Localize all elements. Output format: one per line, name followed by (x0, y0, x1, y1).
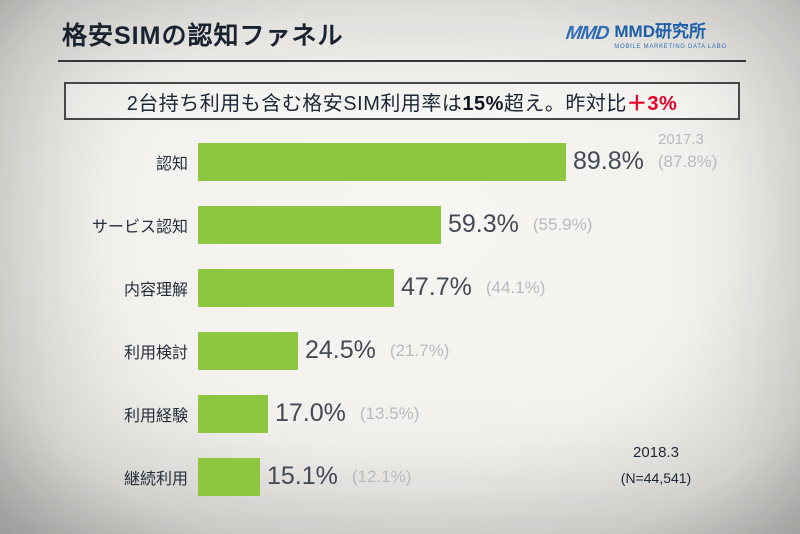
mmd-logo-text: MMD研究所 MOBILE MARKETING DATA LABO (614, 22, 726, 50)
funnel-row: 内容理解 47.7% (44.1%) (65, 256, 765, 319)
mmd-logo-name: MMD研究所 (614, 22, 706, 41)
bar-value: 24.5% (305, 336, 376, 364)
headline-part2: 超え。昨対比 (503, 92, 627, 115)
bar (198, 331, 298, 370)
bar-prev-value: (21.7%) (389, 340, 450, 360)
headline-accent: ＋3% (626, 92, 678, 115)
bar (198, 142, 566, 181)
funnel-row: 継続利用 15.1% (12.1%) (65, 445, 765, 508)
funnel-row: サービス認知 59.3% (55.9%) (65, 193, 765, 256)
funnel-rows: 認知 89.8% (87.8%) サービス認知 59.3% (55.9%) 内容… (65, 130, 765, 508)
mmd-logo: MMD MMD研究所 MOBILE MARKETING DATA LABO (564, 22, 727, 50)
mmd-logo-caption: MOBILE MARKETING DATA LABO (614, 44, 727, 51)
bar-prev-value: (13.5%) (359, 403, 420, 423)
prev-year-label: 2017.3 (658, 131, 704, 148)
bar-label: 内容理解 (123, 281, 188, 299)
bar-prev-value: (87.8%) (657, 151, 718, 171)
headline-text: 2台持ち利用も含む格安SIM利用率は15%超え。昨対比＋3% (127, 87, 678, 116)
footnote-sample-size: (N=44,541) (620, 470, 692, 486)
headline-strong: 15% (462, 92, 504, 115)
footnote: 2018.3 (N=44,541) (596, 444, 716, 486)
bar (198, 205, 441, 244)
bar (198, 268, 394, 307)
funnel-row: 利用検討 24.5% (21.7%) (65, 319, 765, 382)
bar-value: 15.1% (267, 462, 338, 490)
bar-value: 89.8% (573, 147, 644, 175)
bar-prev-value: (12.1%) (351, 466, 412, 486)
bar-value: 47.7% (401, 273, 472, 301)
bar-prev-value: (55.9%) (532, 214, 593, 234)
bar-label: 継続利用 (123, 470, 188, 488)
bar-prev-value: (44.1%) (485, 277, 546, 297)
bar (198, 457, 260, 496)
bar (198, 394, 268, 433)
bar-value: 17.0% (275, 399, 346, 427)
bar-label: 利用検討 (123, 344, 188, 362)
funnel-chart: 2017.3 認知 89.8% (87.8%) サービス認知 59.3% (55… (65, 130, 765, 508)
funnel-row: 利用経験 17.0% (13.5%) (65, 382, 765, 445)
mmd-logo-icon: MMD (564, 23, 610, 44)
title-underline (58, 60, 746, 62)
footnote-year: 2018.3 (633, 444, 679, 461)
headline-box: 2台持ち利用も含む格安SIM利用率は15%超え。昨対比＋3% (64, 82, 740, 120)
bar-label: 利用経験 (123, 407, 188, 425)
bar-label: 認知 (155, 155, 188, 173)
headline-part1: 2台持ち利用も含む格安SIM利用率は (126, 92, 463, 115)
bar-value: 59.3% (448, 210, 519, 238)
funnel-row: 認知 89.8% (87.8%) (65, 130, 765, 193)
slide-title: 格安SIMの認知ファネル (62, 22, 344, 50)
bar-label: サービス認知 (91, 218, 188, 236)
